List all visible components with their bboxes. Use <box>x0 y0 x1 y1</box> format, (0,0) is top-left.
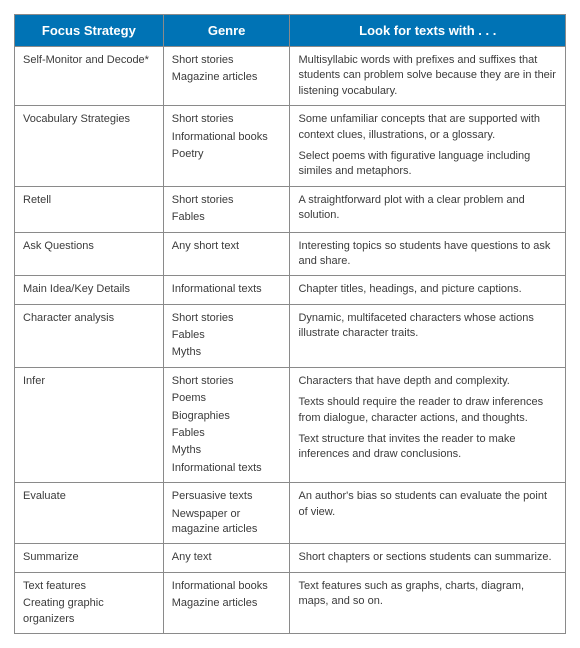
cell-look: Multisyllabic words with prefixes and su… <box>290 47 566 106</box>
strategy-text: Evaluate <box>23 489 155 504</box>
strategy-text: Summarize <box>23 550 155 565</box>
table-header-row: Focus Strategy Genre Look for texts with… <box>15 15 566 47</box>
strategy-text: Main Idea/Key Details <box>23 282 155 297</box>
col-header-strategy: Focus Strategy <box>15 15 164 47</box>
look-text: Some unfamiliar concepts that are suppor… <box>298 112 557 143</box>
table-row: Retell Short stories Fables A straightforwa… <box>15 186 566 232</box>
genre-text: Short stories <box>172 193 282 208</box>
cell-genre: Any text <box>163 544 290 572</box>
cell-genre: Persuasive texts Newspaper or magazine ar… <box>163 483 290 544</box>
cell-strategy: Character analysis <box>15 304 164 367</box>
genre-text: Poems <box>172 391 282 406</box>
cell-genre: Informational books Magazine articles <box>163 572 290 633</box>
genre-text: Any short text <box>172 239 282 254</box>
genre-text: Short stories <box>172 374 282 389</box>
genre-text: Fables <box>172 210 282 225</box>
look-text: Interesting topics so students have ques… <box>298 239 557 270</box>
cell-strategy: Evaluate <box>15 483 164 544</box>
look-text: Text structure that invites the reader t… <box>298 432 557 463</box>
look-text: An author's bias so students can evaluat… <box>298 489 557 520</box>
table-row: Self-Monitor and Decode* Short stories Mag… <box>15 47 566 106</box>
table-row: Text features Creating graphic organizers… <box>15 572 566 633</box>
genre-text: Poetry <box>172 147 282 162</box>
genre-text: Myths <box>172 443 282 458</box>
genre-text: Informational books <box>172 579 282 594</box>
strategy-text: Vocabulary Strategies <box>23 112 155 127</box>
strategy-text: Ask Questions <box>23 239 155 254</box>
cell-look: Text features such as graphs, charts, di… <box>290 572 566 633</box>
look-text: Texts should require the reader to draw … <box>298 395 557 426</box>
look-text: Select poems with figurative language in… <box>298 149 557 180</box>
look-text: Dynamic, multifaceted characters whose a… <box>298 311 557 342</box>
cell-look: A straightforward plot with a clear prob… <box>290 186 566 232</box>
strategy-text: Self-Monitor and Decode* <box>23 53 155 68</box>
genre-text: Informational texts <box>172 461 282 476</box>
cell-strategy: Text features Creating graphic organizers <box>15 572 164 633</box>
genre-text: Myths <box>172 345 282 360</box>
table-row: Summarize Any text Short chapters or secti… <box>15 544 566 572</box>
genre-text: Short stories <box>172 112 282 127</box>
strategy-text: Character analysis <box>23 311 155 326</box>
cell-strategy: Ask Questions <box>15 232 164 276</box>
genre-text: Fables <box>172 328 282 343</box>
col-header-genre: Genre <box>163 15 290 47</box>
table-row: Character analysis Short stories Fables Myt… <box>15 304 566 367</box>
col-header-look: Look for texts with . . . <box>290 15 566 47</box>
look-text: A straightforward plot with a clear prob… <box>298 193 557 224</box>
genre-text: Persuasive texts <box>172 489 282 504</box>
table-row: Ask Questions Any short text Interesting t… <box>15 232 566 276</box>
cell-genre: Short stories Magazine articles <box>163 47 290 106</box>
genre-text: Newspaper or magazine articles <box>172 507 282 538</box>
strategy-table: Focus Strategy Genre Look for texts with… <box>14 14 566 634</box>
genre-text: Short stories <box>172 311 282 326</box>
table-row: Main Idea/Key Details Informational texts… <box>15 276 566 304</box>
cell-strategy: Self-Monitor and Decode* <box>15 47 164 106</box>
genre-text: Magazine articles <box>172 596 282 611</box>
table-row: Evaluate Persuasive texts Newspaper or mag… <box>15 483 566 544</box>
cell-genre: Short stories Fables <box>163 186 290 232</box>
look-text: Short chapters or sections students can … <box>298 550 557 565</box>
cell-look: An author's bias so students can evaluat… <box>290 483 566 544</box>
genre-text: Short stories <box>172 53 282 68</box>
cell-look: Interesting topics so students have ques… <box>290 232 566 276</box>
cell-look: Chapter titles, headings, and picture ca… <box>290 276 566 304</box>
look-text: Characters that have depth and complexit… <box>298 374 557 389</box>
genre-text: Biographies <box>172 409 282 424</box>
look-text: Multisyllabic words with prefixes and su… <box>298 53 557 99</box>
cell-strategy: Vocabulary Strategies <box>15 106 164 187</box>
strategy-text: Creating graphic organizers <box>23 596 155 627</box>
strategy-text: Infer <box>23 374 155 389</box>
cell-strategy: Main Idea/Key Details <box>15 276 164 304</box>
cell-genre: Short stories Fables Myths <box>163 304 290 367</box>
strategy-text: Text features <box>23 579 155 594</box>
cell-strategy: Summarize <box>15 544 164 572</box>
cell-genre: Short stories Informational books Poetry <box>163 106 290 187</box>
cell-look: Characters that have depth and complexit… <box>290 367 566 482</box>
strategy-text: Retell <box>23 193 155 208</box>
table-row: Vocabulary Strategies Short stories Inform… <box>15 106 566 187</box>
table-row: Infer Short stories Poems Biographies Fables… <box>15 367 566 482</box>
genre-text: Fables <box>172 426 282 441</box>
cell-strategy: Retell <box>15 186 164 232</box>
look-text: Chapter titles, headings, and picture ca… <box>298 282 557 297</box>
look-text: Text features such as graphs, charts, di… <box>298 579 557 610</box>
cell-strategy: Infer <box>15 367 164 482</box>
cell-look: Some unfamiliar concepts that are suppor… <box>290 106 566 187</box>
genre-text: Informational texts <box>172 282 282 297</box>
cell-look: Short chapters or sections students can … <box>290 544 566 572</box>
genre-text: Informational books <box>172 130 282 145</box>
cell-genre: Short stories Poems Biographies Fables Myths… <box>163 367 290 482</box>
cell-look: Dynamic, multifaceted characters whose a… <box>290 304 566 367</box>
cell-genre: Any short text <box>163 232 290 276</box>
genre-text: Magazine articles <box>172 70 282 85</box>
cell-genre: Informational texts <box>163 276 290 304</box>
genre-text: Any text <box>172 550 282 565</box>
table-body: Self-Monitor and Decode* Short stories Mag… <box>15 47 566 634</box>
